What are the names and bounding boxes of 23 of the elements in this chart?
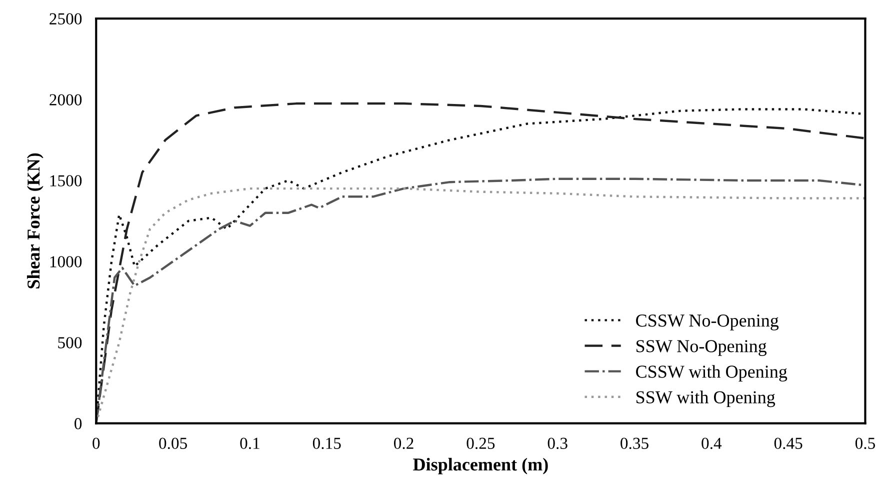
y-tick-label: 1500 xyxy=(50,175,82,186)
x-tick-label: 0.2 xyxy=(394,438,414,450)
x-tick-label: 0.05 xyxy=(159,438,187,450)
y-tick-label: 1000 xyxy=(50,256,82,268)
y-tick-label: 0 xyxy=(74,418,82,430)
y-axis-title: Shear Force (KN) xyxy=(26,153,44,288)
y-tick-label: 2500 xyxy=(50,13,82,24)
x-tick-label: 0.25 xyxy=(466,438,495,450)
x-tick-label: 0.45 xyxy=(774,438,802,450)
x-axis-title: Displacement (m) xyxy=(413,458,548,474)
y-tick-label: 2000 xyxy=(50,94,82,106)
legend-label: SSW with Opening xyxy=(636,390,776,408)
legend-label: SSW No-Opening xyxy=(636,340,767,356)
x-tick-label: 0.35 xyxy=(620,438,648,450)
x-tick-label: 0.3 xyxy=(548,438,568,450)
x-tick-label: 0.5 xyxy=(855,438,876,450)
legend-label: CSSW No-Opening xyxy=(636,314,779,330)
x-tick-label: 0.15 xyxy=(312,438,341,450)
legend-label: CSSW with Opening xyxy=(636,365,788,382)
x-tick-label: 0.4 xyxy=(702,438,722,450)
x-tick-label: 0 xyxy=(92,438,100,449)
y-tick-label: 500 xyxy=(58,337,82,348)
x-tick-label: 0.1 xyxy=(240,438,260,450)
